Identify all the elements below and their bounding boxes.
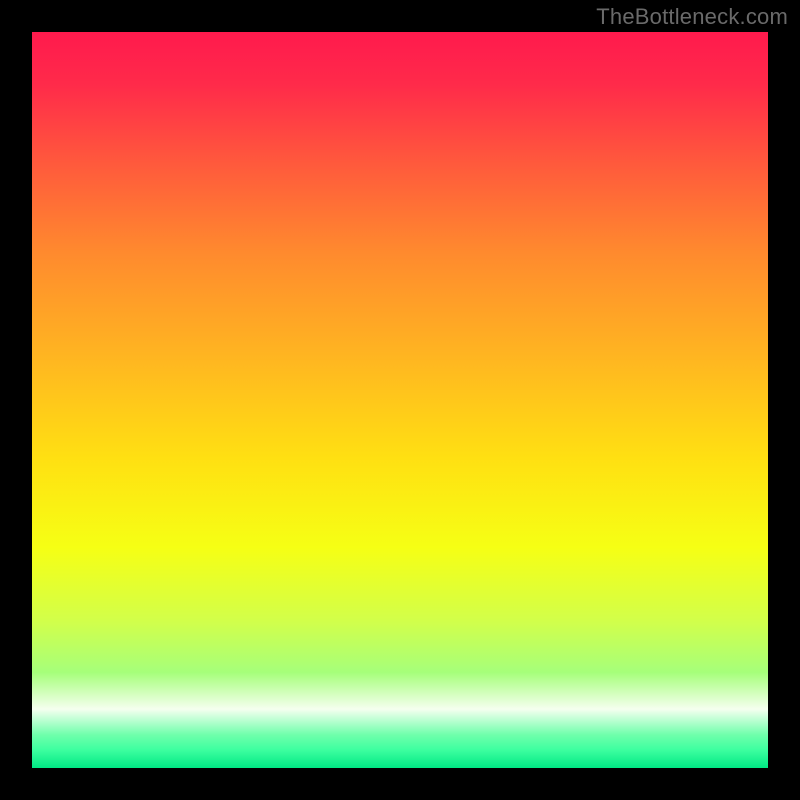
chart-frame: [0, 0, 800, 800]
watermark-text: TheBottleneck.com: [596, 4, 788, 30]
plot-area: [32, 32, 768, 768]
gradient-background: [32, 32, 768, 768]
